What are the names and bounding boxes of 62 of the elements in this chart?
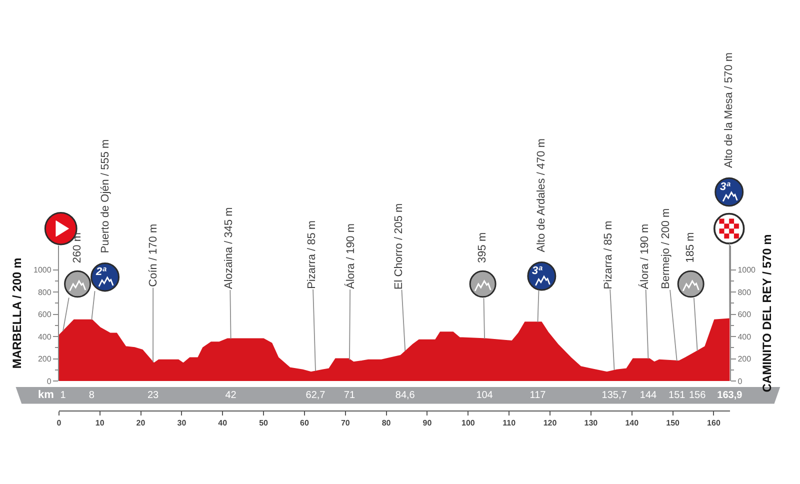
x2-tick-label: 71 (344, 390, 356, 401)
x2-tick-label: 84,6 (395, 390, 416, 401)
annotation: Bermejo / 200 m (660, 208, 672, 289)
y-tick-label: 800 (38, 288, 52, 297)
y2-tick-label: 400 (738, 332, 752, 342)
annotation: 185 m (684, 232, 697, 263)
annotation: Alto de Ardales / 470 m (535, 138, 548, 252)
x2-tick-label: 104 (476, 390, 494, 401)
annotation: 395 m (476, 232, 489, 263)
y-axis-title: MARBELLA / 200 m (10, 258, 24, 369)
annotation: 260 m (72, 232, 84, 264)
x-tick-label: 20 (136, 418, 146, 428)
x-tick-label: 150 (666, 418, 680, 428)
y2-tick-label: 0 (738, 376, 743, 386)
y-tick-label: 200 (38, 354, 52, 364)
x2-tick-label: 151 (668, 390, 686, 401)
y2-tick-label: 200 (738, 354, 752, 364)
x-tick-label: 50 (259, 418, 269, 428)
x2-tick-label: 23 (147, 390, 160, 401)
x2-tick-label: 8 (88, 390, 95, 401)
x-tick-label: 110 (502, 418, 516, 428)
x-tick-label: 40 (218, 418, 228, 428)
x-tick-label: 140 (625, 418, 640, 428)
x-tick-label: 130 (584, 418, 598, 428)
x2-tick-label: 1 (60, 390, 66, 401)
x-tick-label: 30 (177, 418, 187, 428)
x2-tick-label: 117 (530, 390, 546, 401)
x2-tick-label: 62,7 (306, 390, 326, 401)
x2-tick-label: 144 (640, 390, 658, 401)
y-tick-label: 0 (46, 376, 52, 386)
x2-axis-title: km (38, 389, 54, 401)
annotation: 3ª (532, 265, 544, 277)
annotation: Pizarra / 85 m (602, 220, 614, 290)
x-tick-label: 100 (461, 418, 476, 428)
x2-tick-label: 42 (225, 390, 237, 401)
y2-tick-label: 1000 (738, 266, 756, 275)
annotation: Alto de la Mesa / 570 m (723, 52, 736, 168)
annotation: Pizarra / 85 m (306, 220, 318, 289)
y-tick-label: 600 (38, 310, 52, 320)
x-tick-label: 90 (422, 418, 432, 428)
annotation: Alozaina / 345 m (223, 207, 236, 290)
annotation: Álora / 190 m (638, 224, 652, 290)
y2-tick-label: 800 (738, 288, 752, 297)
annotation: El Chorro / 205 m (393, 203, 406, 290)
annotation: Puerto de Ojén / 555 m (99, 139, 112, 254)
annotation: Coín / 170 m (147, 224, 160, 287)
y2-tick-label: 600 (738, 310, 752, 320)
x2-tick-label: 156 (689, 390, 706, 401)
x-tick-label: 160 (707, 418, 721, 428)
x-tick-label: 0 (56, 418, 62, 428)
text: 3ª (720, 181, 732, 193)
x2-tick-label: 163,9 (717, 390, 743, 401)
x-tick-label: 80 (382, 418, 392, 428)
annotation: Álora / 190 m (344, 223, 357, 289)
y-tick-label: 1000 (34, 266, 52, 275)
x-tick-label: 10 (95, 418, 105, 428)
y2-axis-title: CAMINITO DEL REY / 570 m (760, 234, 774, 392)
x-tick-label: 120 (543, 418, 558, 428)
x2-tick-label: 135,7 (602, 390, 628, 401)
x-tick-label: 70 (340, 418, 350, 428)
x-tick-label: 60 (300, 418, 310, 428)
y-tick-label: 400 (38, 332, 52, 342)
